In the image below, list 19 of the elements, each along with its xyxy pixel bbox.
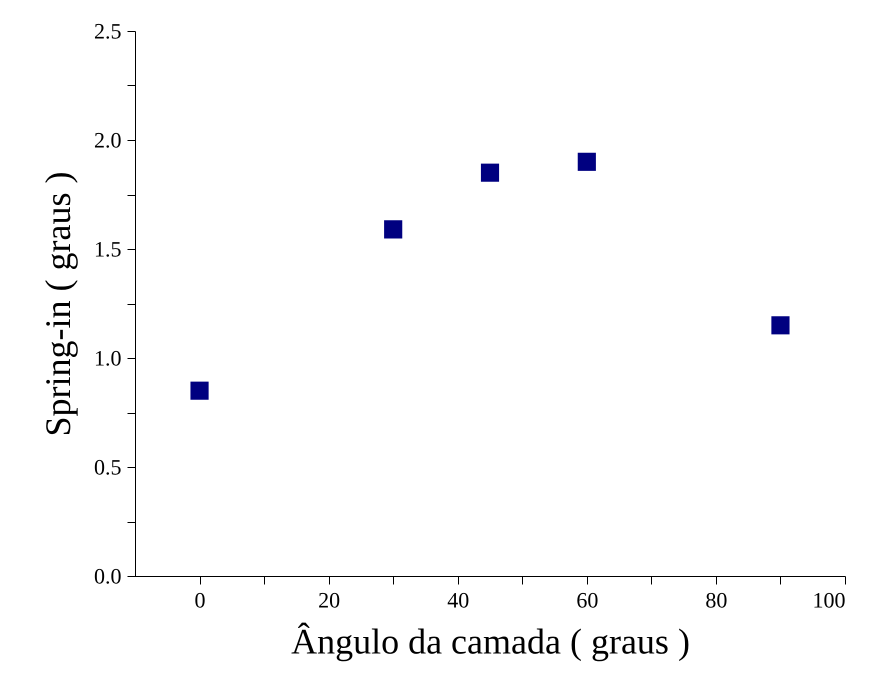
y-tick-label: 0.5 xyxy=(94,454,122,480)
x-tick-label: 80 xyxy=(705,588,728,612)
y-tick-label: 1.5 xyxy=(94,236,122,262)
x-axis-title: Ângulo da camada ( graus ) xyxy=(291,622,690,662)
y-tick-label: 2.5 xyxy=(94,18,122,44)
point xyxy=(771,316,790,334)
point xyxy=(384,220,402,238)
y-tick-label: 2.0 xyxy=(94,128,122,152)
y-tick-label: 0.0 xyxy=(94,564,122,588)
x-tick-label: 40 xyxy=(447,588,470,612)
x-tick-label: 60 xyxy=(576,588,598,612)
x-tick-label: 0 xyxy=(194,588,206,612)
x-tick-label: 20 xyxy=(318,588,340,612)
y-axis-title: Spring-in ( graus ) xyxy=(38,172,78,436)
x-tick-label: 100 xyxy=(812,588,846,612)
point xyxy=(190,382,209,400)
point xyxy=(480,164,500,182)
point xyxy=(578,152,596,171)
y-tick-label: 1.0 xyxy=(94,346,122,370)
